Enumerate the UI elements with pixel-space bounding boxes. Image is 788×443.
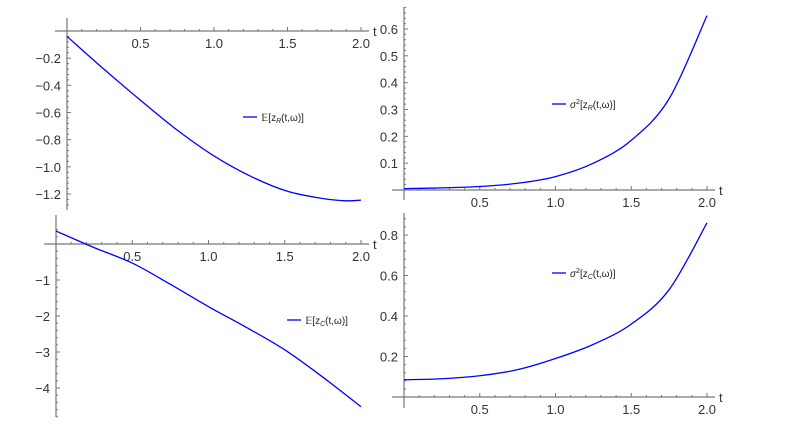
x-tick-label: 0.5	[131, 36, 149, 51]
x-tick-label: 1.5	[278, 36, 296, 51]
legend-superscript: 2	[576, 99, 580, 106]
legend-text: σ	[570, 100, 577, 111]
series-line	[403, 15, 708, 190]
panel-3: 0.5 1.0 1.5 2.0t −1 −2 −3 −4 𝔼[zC(t,ω)]	[35, 215, 377, 418]
legend-text: 𝔼[z	[261, 113, 276, 124]
y-tick-label: −0.2	[35, 51, 61, 66]
y-tick-label: −0.6	[35, 106, 61, 121]
legend-label: σ2[zC(t,ω)]	[570, 268, 616, 281]
y-tick-label: −1	[35, 273, 50, 288]
x-axis-label: t	[719, 183, 723, 198]
legend-superscript: 2	[576, 268, 580, 275]
y-tick-label: 0.6	[380, 22, 398, 37]
x-tick-label: 0.5	[471, 195, 489, 210]
legend: 𝔼[zR(t,ω)]	[243, 113, 304, 125]
y-tick-label: 0.8	[380, 228, 398, 243]
y-tick-label: 0.6	[380, 269, 398, 284]
legend-subscript: R	[276, 118, 281, 125]
legend-text: (t,ω)]	[593, 100, 616, 111]
legend-subscript: C	[320, 321, 326, 328]
x-tick-label: 0.5	[123, 249, 141, 264]
x-axis-label: t	[373, 237, 377, 252]
y-tick-label: 0.3	[380, 103, 398, 118]
y-tick-label: 0.1	[380, 156, 398, 171]
legend-subscript: C	[588, 274, 594, 281]
x-tick-label: 1.0	[546, 195, 564, 210]
y-tick-label: −3	[35, 345, 50, 360]
legend-text: 𝔼[z	[305, 316, 320, 327]
x-tick-label: 1.0	[205, 36, 223, 51]
legend: σ2[zR(t,ω)]	[552, 99, 616, 112]
legend-label: σ2[zR(t,ω)]	[570, 99, 616, 112]
y-tick-label: −1.2	[35, 187, 61, 202]
x-tick-label: 2.0	[352, 249, 370, 264]
legend-label: 𝔼[zR(t,ω)]	[261, 113, 304, 125]
legend-text: (t,ω)]	[593, 269, 616, 280]
y-tick-label: 0.4	[380, 76, 398, 91]
y-tick-label: −2	[35, 309, 50, 324]
legend-text: (t,ω)]	[281, 113, 304, 124]
legend-label: 𝔼[zC(t,ω)]	[305, 316, 348, 328]
x-tick-label: 1.5	[622, 402, 640, 417]
legend-text: (t,ω)]	[325, 316, 348, 327]
y-tick-label: −0.8	[35, 133, 61, 148]
x-tick-label: 2.0	[698, 402, 716, 417]
x-tick-label: 2.0	[698, 195, 716, 210]
x-axis-label: t	[719, 390, 723, 405]
legend-text: [z	[580, 100, 588, 111]
series-line	[66, 35, 362, 202]
legend-text: [z	[580, 269, 588, 280]
x-tick-label: 1.5	[276, 249, 294, 264]
y-tick-label: 0.5	[380, 49, 398, 64]
series-line	[403, 222, 708, 381]
y-tick-label: −0.4	[35, 78, 61, 93]
legend-text: σ	[570, 269, 577, 280]
y-tick-label: −4	[35, 381, 50, 396]
y-tick-label: −1.0	[35, 160, 61, 175]
legend-subscript: R	[588, 105, 593, 112]
x-tick-label: 2.0	[352, 36, 370, 51]
x-tick-label: 1.0	[199, 249, 217, 264]
panel-2: 0.5 1.0 1.5 2.0t 0.1 0.2 0.3 0.4 0.5 0.6 σ2[zR(t,ω…	[380, 7, 723, 210]
legend: σ2[zC(t,ω)]	[552, 268, 616, 281]
x-tick-label: 0.5	[471, 402, 489, 417]
y-tick-label: 0.2	[380, 129, 398, 144]
x-tick-label: 1.5	[622, 195, 640, 210]
series-line	[55, 230, 362, 408]
y-tick-label: 0.4	[380, 309, 398, 324]
x-axis-label: t	[373, 24, 377, 39]
panel-1: 0.5 1.0 1.5 2.0t −0.2 −0.4 −0.6 −0.8 −1.0 −1.2 𝔼[z…	[35, 18, 377, 210]
panel-4: 0.5 1.0 1.5 2.0t 0.2 0.4 0.6 0.8 σ2[zC(t,ω)]	[380, 213, 723, 417]
y-tick-label: 0.2	[380, 350, 398, 365]
legend: 𝔼[zC(t,ω)]	[287, 316, 348, 328]
x-tick-label: 1.0	[546, 402, 564, 417]
